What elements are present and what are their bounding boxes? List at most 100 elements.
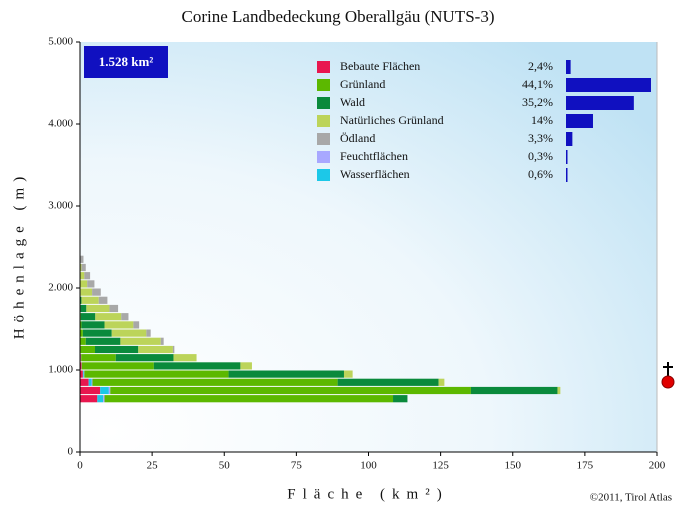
- bar-segment: [103, 395, 105, 403]
- bar-segment: [87, 280, 95, 288]
- share-bar: [566, 78, 651, 92]
- bar-segment: [80, 386, 101, 395]
- legend-share: 0,6%: [528, 167, 553, 181]
- y-axis-label: Höhenlage (m): [11, 171, 27, 339]
- legend-label: Wald: [340, 95, 365, 109]
- bar-segment: [109, 304, 119, 313]
- bar-segment: [95, 313, 122, 321]
- bar-segment: [133, 321, 140, 329]
- bar-segment: [83, 370, 85, 378]
- bar-segment: [80, 395, 98, 403]
- bar-segment: [470, 386, 558, 395]
- bar-segment: [104, 395, 394, 403]
- y-tick-label: 5.000: [48, 36, 73, 48]
- bar-segment: [111, 329, 147, 337]
- x-tick-label: 25: [147, 460, 159, 472]
- bar-segment: [80, 255, 84, 263]
- legend-swatch: [317, 115, 330, 127]
- bar-segment: [84, 370, 229, 378]
- bar-segment: [80, 288, 93, 296]
- legend-label: Feuchtflächen: [340, 149, 408, 163]
- bar-segment: [97, 395, 104, 403]
- bar-segment: [393, 395, 408, 403]
- bar-segment: [240, 362, 252, 370]
- bar-segment: [98, 296, 108, 304]
- legend-label: Ödland: [340, 131, 375, 145]
- bar-segment: [80, 321, 82, 329]
- legend-share: 2,4%: [528, 59, 553, 73]
- x-tick-label: 200: [649, 460, 666, 472]
- area-box: [84, 46, 168, 78]
- bar-segment: [82, 370, 84, 378]
- share-bar: [566, 114, 593, 128]
- share-bar: [566, 96, 634, 110]
- bar-segment: [80, 370, 83, 378]
- legend-swatch: [317, 151, 330, 163]
- bar-segment: [80, 345, 96, 354]
- bar-segment: [80, 280, 88, 288]
- bar-segment: [92, 288, 101, 296]
- bar-segment: [86, 304, 110, 313]
- bar-segment: [80, 378, 89, 386]
- legend-label: Grünland: [340, 77, 385, 91]
- bar-segment: [80, 362, 82, 370]
- bar-segment: [80, 296, 82, 304]
- bar-segment: [173, 354, 197, 362]
- y-tick-label: 4.000: [48, 118, 73, 130]
- legend-label: Wasserflächen: [340, 167, 410, 181]
- x-tick-label: 50: [219, 460, 231, 472]
- legend-swatch: [317, 133, 330, 145]
- bar-segment: [153, 362, 241, 370]
- bar-segment: [115, 354, 174, 362]
- bar-segment: [80, 329, 83, 337]
- legend-swatch: [317, 169, 330, 181]
- bar-segment: [100, 386, 109, 395]
- bar-segment: [343, 370, 353, 378]
- x-tick-label: 75: [291, 460, 303, 472]
- bar-segment: [146, 329, 151, 337]
- bar-segment: [95, 345, 139, 354]
- bar-segment: [88, 378, 92, 386]
- bar-segment: [81, 263, 86, 272]
- bar-segment: [172, 345, 175, 354]
- legend-share: 3,3%: [528, 131, 553, 145]
- bar-segment: [138, 345, 173, 354]
- x-tick-label: 175: [577, 460, 594, 472]
- bar-segment: [160, 337, 164, 345]
- bar-segment: [108, 386, 111, 395]
- legend-swatch: [317, 79, 330, 91]
- bar-segment: [228, 370, 344, 378]
- y-tick-label: 2.000: [48, 282, 73, 294]
- marker-dot: [661, 375, 675, 389]
- legend-share: 35,2%: [522, 95, 553, 109]
- legend-label: Natürliches Grünland: [340, 113, 444, 127]
- share-bar: [566, 150, 568, 164]
- bar-segment: [80, 272, 85, 280]
- chart-title: Corine Landbedeckung Oberallgäu (NUTS-3): [182, 7, 495, 26]
- legend-share: 0,3%: [528, 149, 553, 163]
- bar-segment: [80, 313, 96, 321]
- bar-segment: [80, 304, 87, 313]
- legend-swatch: [317, 61, 330, 73]
- share-bar: [566, 168, 568, 182]
- bar-segment: [81, 354, 116, 362]
- share-bar: [566, 60, 571, 74]
- bar-segment: [81, 296, 99, 304]
- legend-share: 44,1%: [522, 77, 553, 91]
- x-tick-label: 150: [505, 460, 522, 472]
- y-tick-label: 3.000: [48, 200, 73, 212]
- bar-segment: [81, 362, 154, 370]
- bar-segment: [337, 378, 439, 386]
- bar-segment: [91, 378, 93, 386]
- bar-segment: [121, 313, 129, 321]
- bar-segment: [85, 337, 121, 345]
- bar-segment: [81, 321, 105, 329]
- legend-label: Bebaute Flächen: [340, 59, 420, 73]
- legend-swatch: [317, 97, 330, 109]
- y-tick-label: 1.000: [48, 364, 73, 376]
- bar-segment: [104, 321, 134, 329]
- bar-segment: [80, 337, 86, 345]
- area-label: 1.528 km²: [99, 54, 154, 69]
- bar-segment: [92, 378, 338, 386]
